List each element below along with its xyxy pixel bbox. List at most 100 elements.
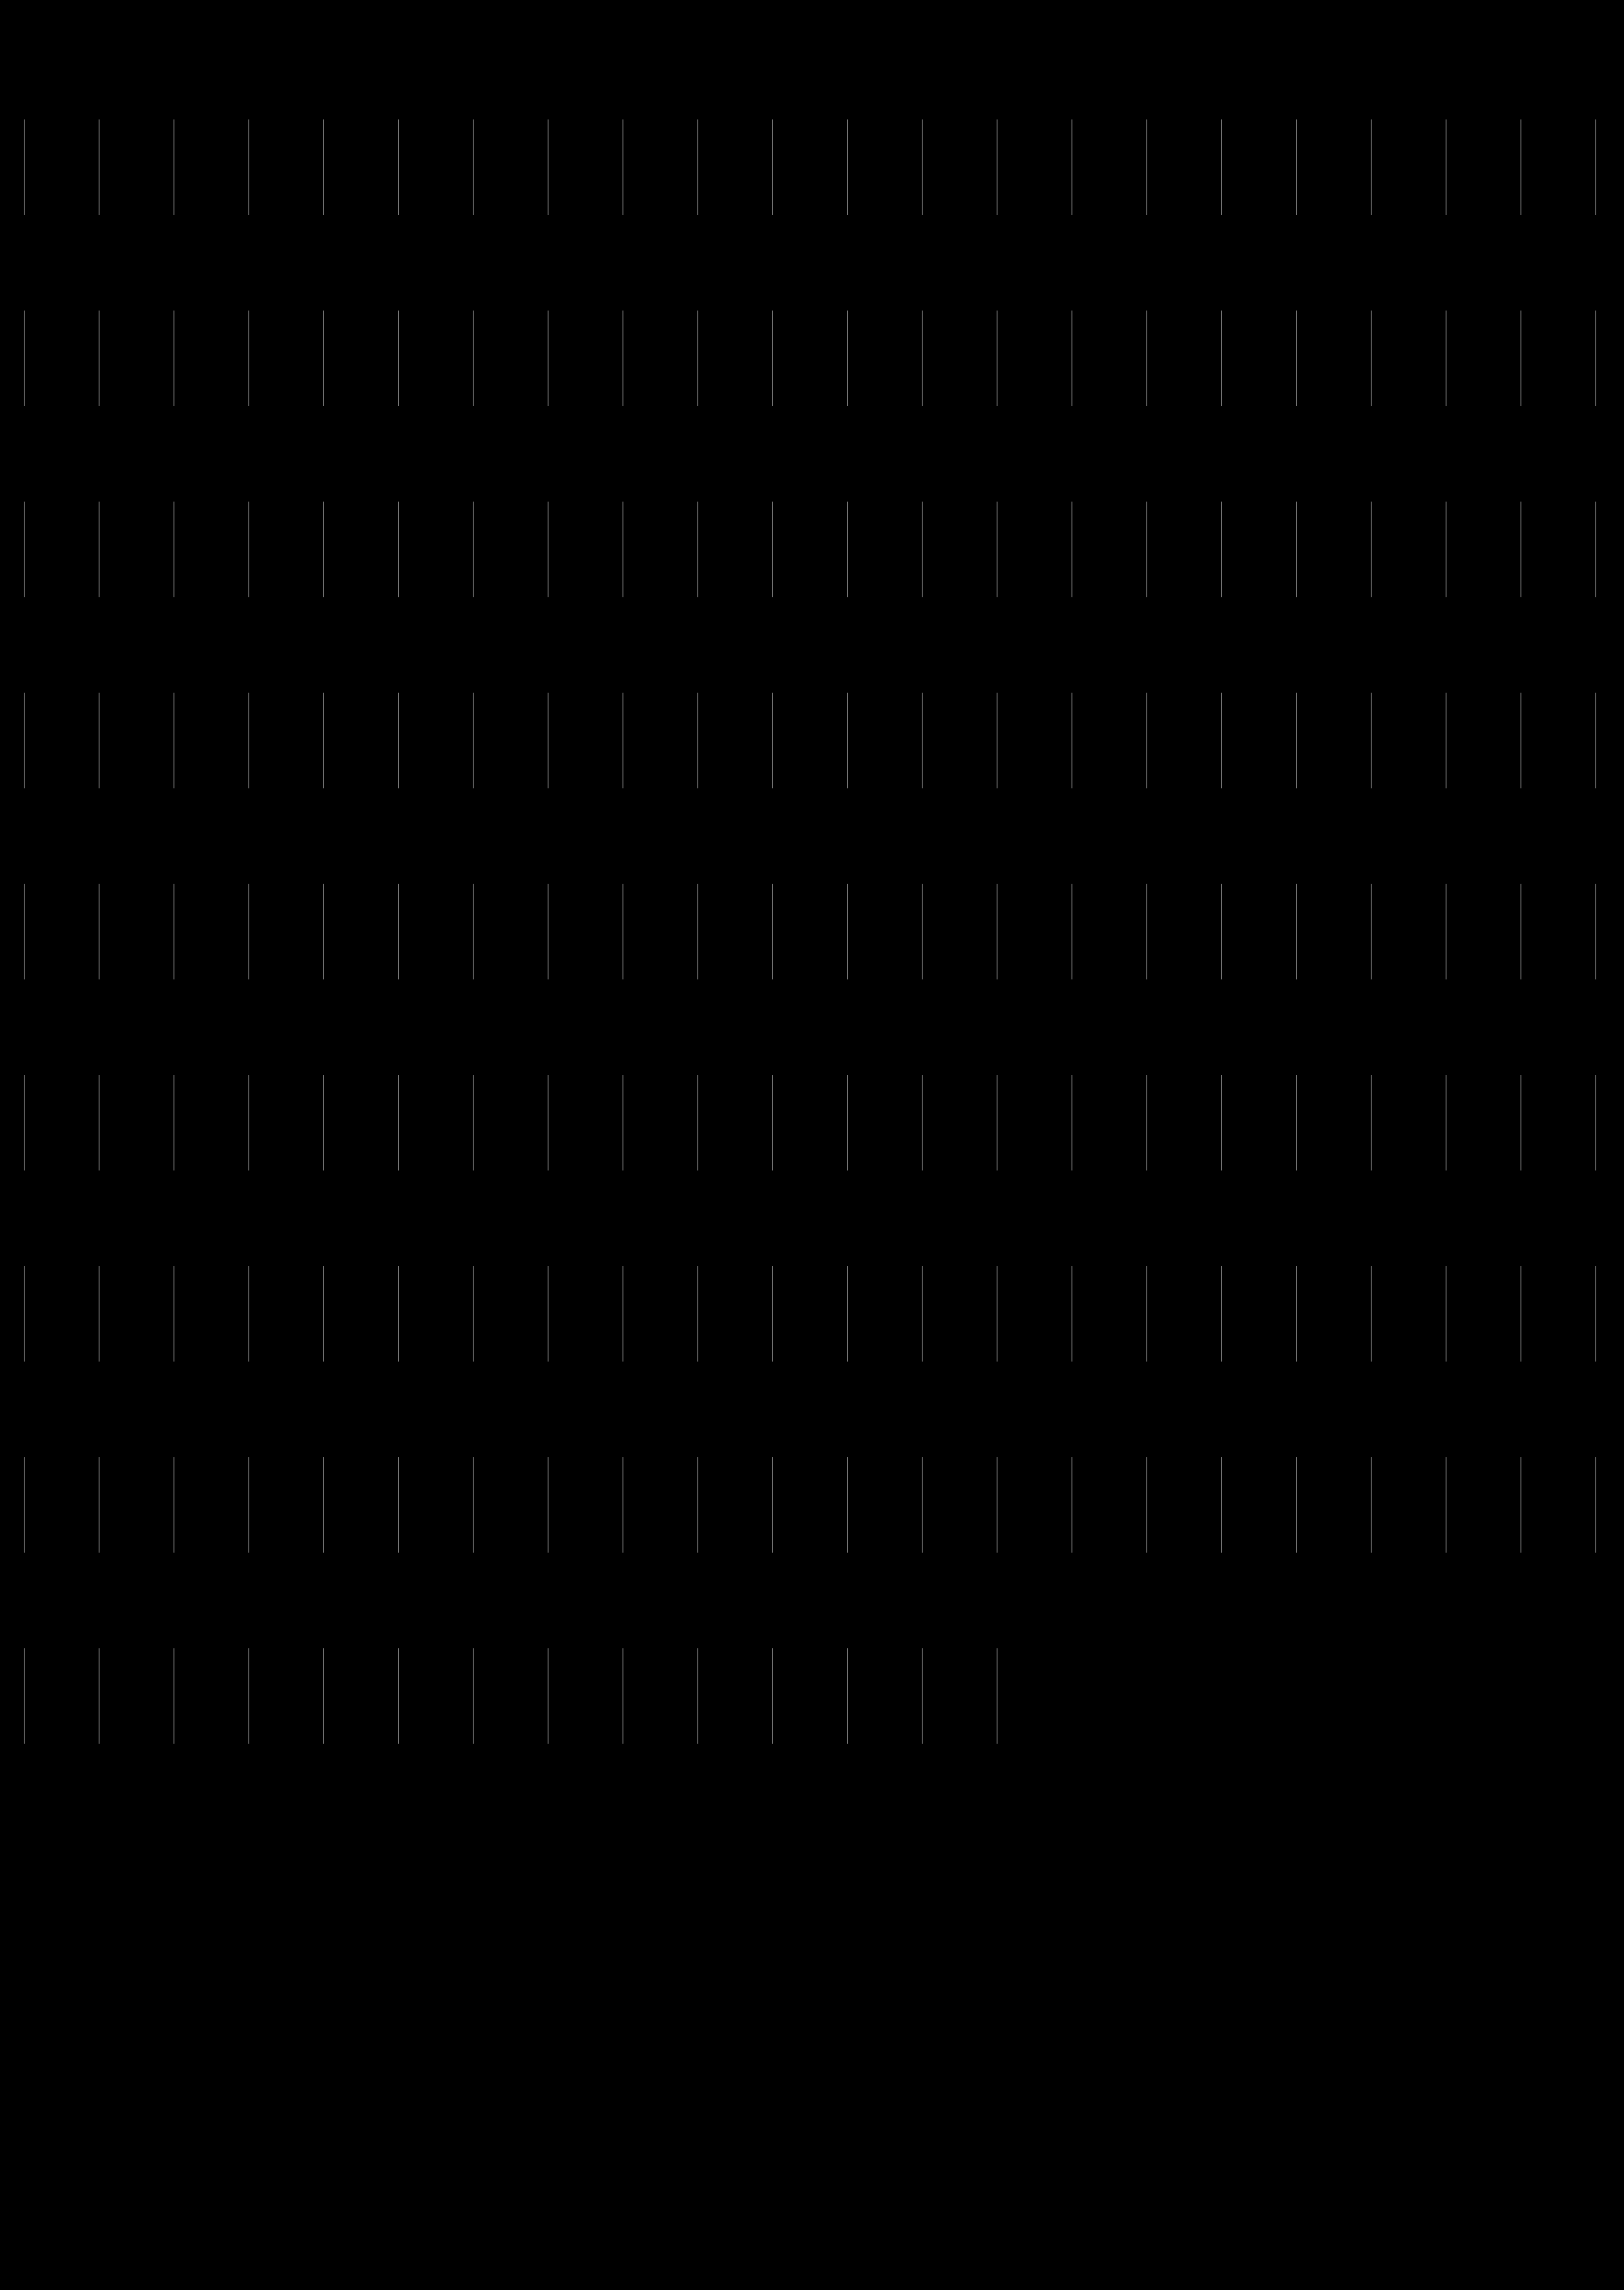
tick-mark xyxy=(1595,1266,1596,1362)
tick-mark xyxy=(248,693,249,788)
tick-mark xyxy=(398,502,399,597)
tick-mark xyxy=(24,502,25,597)
tick-mark xyxy=(922,884,923,979)
tick-mark xyxy=(772,1075,773,1170)
tick-mark xyxy=(99,119,100,215)
tick-mark xyxy=(1595,693,1596,788)
tick-mark xyxy=(1296,1266,1297,1362)
tick-mark xyxy=(473,311,474,406)
tick-row-4 xyxy=(24,884,1600,979)
tick-mark xyxy=(1595,502,1596,597)
tick-mark xyxy=(697,1075,698,1170)
tick-mark xyxy=(1371,1075,1372,1170)
tick-mark xyxy=(1221,119,1222,215)
tick-mark xyxy=(1221,1266,1222,1362)
tick-mark xyxy=(1146,119,1147,215)
tick-mark xyxy=(473,693,474,788)
tick-mark xyxy=(1221,1075,1222,1170)
tick-mark xyxy=(248,1457,249,1553)
tick-mark xyxy=(323,119,324,215)
tick-mark xyxy=(1296,884,1297,979)
tick-mark xyxy=(248,1266,249,1362)
tick-mark xyxy=(922,693,923,788)
tick-mark xyxy=(398,1266,399,1362)
tick-mark xyxy=(398,1457,399,1553)
tick-mark xyxy=(1146,311,1147,406)
tick-mark xyxy=(772,1457,773,1553)
tick-mark xyxy=(772,502,773,597)
tick-mark xyxy=(772,119,773,215)
tick-mark xyxy=(922,502,923,597)
tick-mark xyxy=(1296,1075,1297,1170)
tick-mark xyxy=(323,1457,324,1553)
tick-mark xyxy=(24,119,25,215)
tick-mark xyxy=(248,1075,249,1170)
tick-mark xyxy=(697,1457,698,1553)
tick-mark xyxy=(398,1075,399,1170)
tick-mark xyxy=(1146,884,1147,979)
tick-mark xyxy=(847,119,848,215)
tick-mark xyxy=(1371,884,1372,979)
tick-mark xyxy=(473,119,474,215)
tick-mark xyxy=(1371,693,1372,788)
tick-mark xyxy=(1296,1457,1297,1553)
tick-mark xyxy=(847,1457,848,1553)
tick-mark xyxy=(1146,693,1147,788)
tick-mark xyxy=(1595,311,1596,406)
tick-mark xyxy=(99,1266,100,1362)
tick-mark xyxy=(323,884,324,979)
tick-mark xyxy=(473,884,474,979)
tick-mark xyxy=(772,311,773,406)
tick-mark xyxy=(1221,1457,1222,1553)
tick-mark xyxy=(323,693,324,788)
tick-mark xyxy=(24,693,25,788)
tick-mark xyxy=(24,1075,25,1170)
tick-mark xyxy=(1296,693,1297,788)
tick-mark xyxy=(922,1266,923,1362)
tick-mark xyxy=(1146,502,1147,597)
tick-mark xyxy=(323,1075,324,1170)
tick-mark xyxy=(847,1075,848,1170)
tick-mark xyxy=(398,884,399,979)
tick-mark xyxy=(1371,311,1372,406)
tick-mark xyxy=(99,1457,100,1553)
tick-row-2 xyxy=(24,502,1600,597)
tick-grid xyxy=(24,119,1600,1839)
tick-mark xyxy=(1221,311,1222,406)
tick-mark xyxy=(772,693,773,788)
tick-mark xyxy=(922,1075,923,1170)
tick-mark xyxy=(248,119,249,215)
tick-mark xyxy=(473,1266,474,1362)
tick-mark xyxy=(1595,1457,1596,1553)
tick-mark xyxy=(99,1648,100,1744)
tick-mark xyxy=(398,1648,399,1744)
tick-mark xyxy=(1595,1075,1596,1170)
tick-mark xyxy=(473,1457,474,1553)
tick-mark xyxy=(99,502,100,597)
tick-mark xyxy=(1221,884,1222,979)
tick-mark xyxy=(24,311,25,406)
tick-mark xyxy=(24,1457,25,1553)
tick-mark xyxy=(1221,502,1222,597)
tick-mark xyxy=(1146,1266,1147,1362)
tick-mark xyxy=(922,1648,923,1744)
tick-mark xyxy=(99,1075,100,1170)
tick-mark xyxy=(248,884,249,979)
tick-mark xyxy=(1595,884,1596,979)
tick-mark xyxy=(1296,119,1297,215)
tick-mark xyxy=(99,884,100,979)
tick-row-6 xyxy=(24,1266,1600,1362)
tick-mark xyxy=(473,1648,474,1744)
tick-mark xyxy=(1595,119,1596,215)
tick-row-1 xyxy=(24,311,1600,406)
tick-mark xyxy=(398,311,399,406)
tick-mark xyxy=(847,693,848,788)
tick-mark xyxy=(697,1266,698,1362)
tick-mark xyxy=(1146,1075,1147,1170)
tick-mark xyxy=(697,311,698,406)
tick-mark xyxy=(922,119,923,215)
tick-row-8 xyxy=(24,1648,1600,1744)
tick-mark xyxy=(473,502,474,597)
tick-mark xyxy=(697,693,698,788)
tick-mark xyxy=(772,1648,773,1744)
